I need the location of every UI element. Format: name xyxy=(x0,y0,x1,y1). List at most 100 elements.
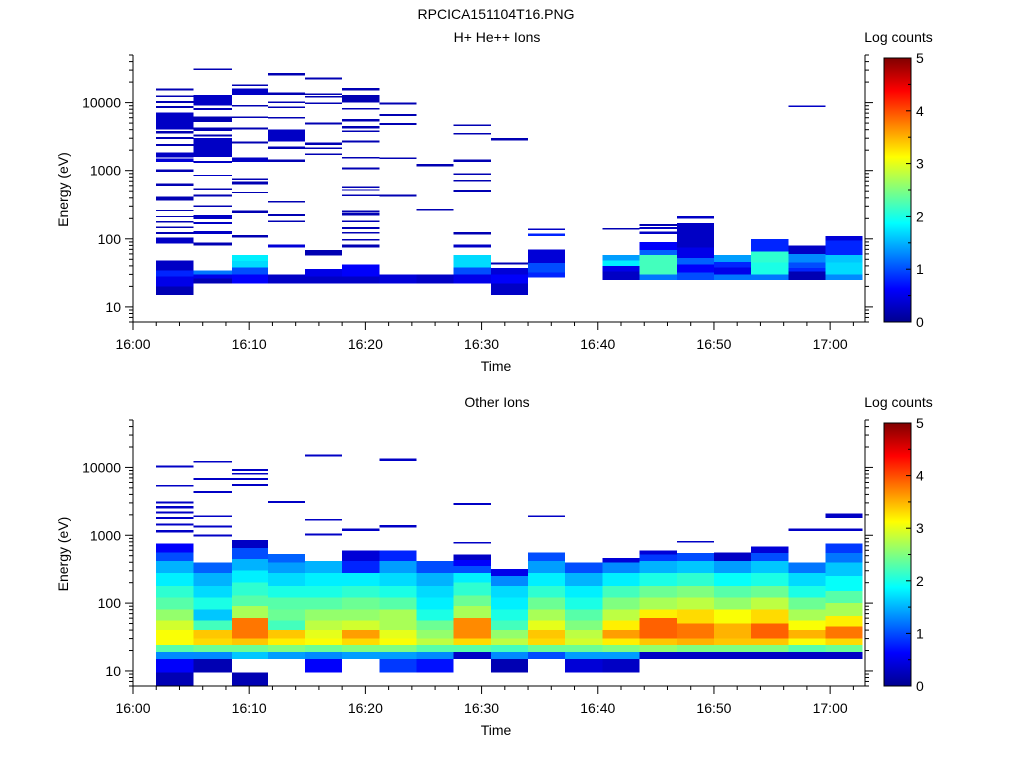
spectrogram-cell xyxy=(379,645,417,653)
spectrogram-cell xyxy=(602,558,640,563)
colorbar: 0 1 2 3 4 5 Log counts xyxy=(864,29,933,330)
spectrogram-cell xyxy=(304,597,343,610)
spectrogram-cell xyxy=(156,101,194,103)
spectrogram-cell xyxy=(490,652,529,659)
spectrogram-cell xyxy=(825,615,863,627)
spectrogram-cell xyxy=(231,558,268,571)
spectrogram-cell xyxy=(528,560,566,573)
spectrogram-cell xyxy=(825,552,863,563)
spectrogram-cell xyxy=(231,157,268,162)
spectrogram-cell xyxy=(453,638,491,646)
colorbar-tick-label: 5 xyxy=(916,415,924,431)
spectrogram-cell xyxy=(528,597,566,610)
x-tick-label: 17:00 xyxy=(813,700,848,716)
spectrogram-cell xyxy=(231,267,268,275)
spectrogram-cell xyxy=(231,127,268,130)
spectrogram-cell xyxy=(193,645,232,653)
spectrogram-cell xyxy=(676,609,714,624)
spectrogram-cell xyxy=(231,645,268,653)
spectrogram-cell xyxy=(156,529,194,533)
spectrogram-cell xyxy=(825,513,863,518)
spectrogram-cell xyxy=(231,652,268,659)
spectrogram-cell xyxy=(676,638,714,646)
spectrogram-cell xyxy=(676,572,714,586)
spectrogram-cell xyxy=(267,652,305,659)
spectrogram-cell xyxy=(156,597,194,610)
x-tick-label: 16:30 xyxy=(464,336,499,352)
spectrogram-cell xyxy=(639,572,677,586)
spectrogram-cell xyxy=(342,276,380,284)
spectrogram-cell xyxy=(304,250,343,256)
spectrogram-cell xyxy=(193,620,232,631)
spectrogram-cell xyxy=(156,620,194,631)
spectrogram-cell xyxy=(156,237,194,244)
spectrogram-cell xyxy=(193,68,232,71)
spectrogram-cell xyxy=(156,196,194,201)
spectrogram-cell xyxy=(416,630,454,639)
spectrogram-cell xyxy=(342,645,380,653)
spectrogram-cell xyxy=(751,597,789,610)
spectrogram-cell xyxy=(267,220,305,223)
spectrogram-cell xyxy=(267,630,305,639)
spectrogram-cell xyxy=(751,560,789,573)
spectrogram-cell xyxy=(825,562,863,577)
spectrogram-cell xyxy=(156,465,194,468)
spectrogram-cell xyxy=(231,141,268,144)
spectrogram-cell xyxy=(788,645,826,653)
spectrogram-cell xyxy=(304,638,343,646)
spectrogram-cell xyxy=(751,572,789,586)
spectrogram-cell xyxy=(490,138,529,141)
spectrogram-cell xyxy=(453,572,491,583)
spectrogram-cell xyxy=(825,262,863,275)
spectrogram-cell xyxy=(193,659,232,673)
spectrogram-cell xyxy=(825,274,863,280)
spectrogram-cell xyxy=(193,127,232,132)
spectrogram-cell xyxy=(342,528,380,532)
spectrogram-cell xyxy=(639,638,677,646)
spectrogram-cell xyxy=(639,274,677,280)
spectrogram-cell xyxy=(379,652,417,659)
spectrogram-cell xyxy=(193,630,232,639)
spectrogram-cell xyxy=(267,572,305,586)
spectrogram-cell xyxy=(416,652,454,659)
colorbar-label: Log counts xyxy=(864,394,933,410)
spectrogram-cell xyxy=(453,541,491,544)
spectrogram-cell xyxy=(156,560,194,573)
colorbar-tick-label: 4 xyxy=(916,468,924,484)
colorbar-tick-label: 0 xyxy=(916,678,924,694)
spectrogram-cell xyxy=(713,267,752,275)
spectrogram-cell xyxy=(156,652,194,659)
spectrogram-cell xyxy=(193,107,232,110)
spectrogram-cell xyxy=(528,609,566,621)
spectrogram-cell xyxy=(156,506,194,509)
spectrogram-cell xyxy=(231,469,268,471)
spectrogram-cell xyxy=(342,140,380,143)
spectrogram-cell xyxy=(751,262,789,275)
spectrogram-cell xyxy=(602,271,640,280)
spectrogram-cell xyxy=(156,95,194,98)
spectrogram-cell xyxy=(825,543,863,553)
spectrogram-cell xyxy=(342,620,380,631)
spectrogram-cell xyxy=(379,550,417,561)
spectrogram-cell xyxy=(193,585,232,598)
x-axis-label: Time xyxy=(481,722,512,738)
spectrogram-cell xyxy=(565,638,603,646)
colorbar-tick-label: 1 xyxy=(916,625,924,641)
x-tick-label: 16:00 xyxy=(115,700,150,716)
spectrogram-cell xyxy=(676,623,714,639)
spectrogram-cell xyxy=(379,123,417,125)
spectrogram-cell xyxy=(490,568,529,577)
spectrogram-cell xyxy=(231,235,268,238)
spectrogram-cell xyxy=(528,652,566,659)
spectrogram-cell xyxy=(267,645,305,653)
spectrogram-cell xyxy=(156,226,194,228)
spectrogram-cell xyxy=(528,263,566,273)
spectrogram-cell xyxy=(342,186,380,188)
spectrogram-cell xyxy=(342,652,380,659)
spectrogram-cell xyxy=(342,232,380,234)
spectrogram-cell xyxy=(713,560,752,573)
spectrogram-cell xyxy=(342,194,380,196)
colorbar-tick-label: 1 xyxy=(916,261,924,277)
spectrogram-cell xyxy=(825,235,863,241)
spectrogram-cell xyxy=(788,597,826,610)
